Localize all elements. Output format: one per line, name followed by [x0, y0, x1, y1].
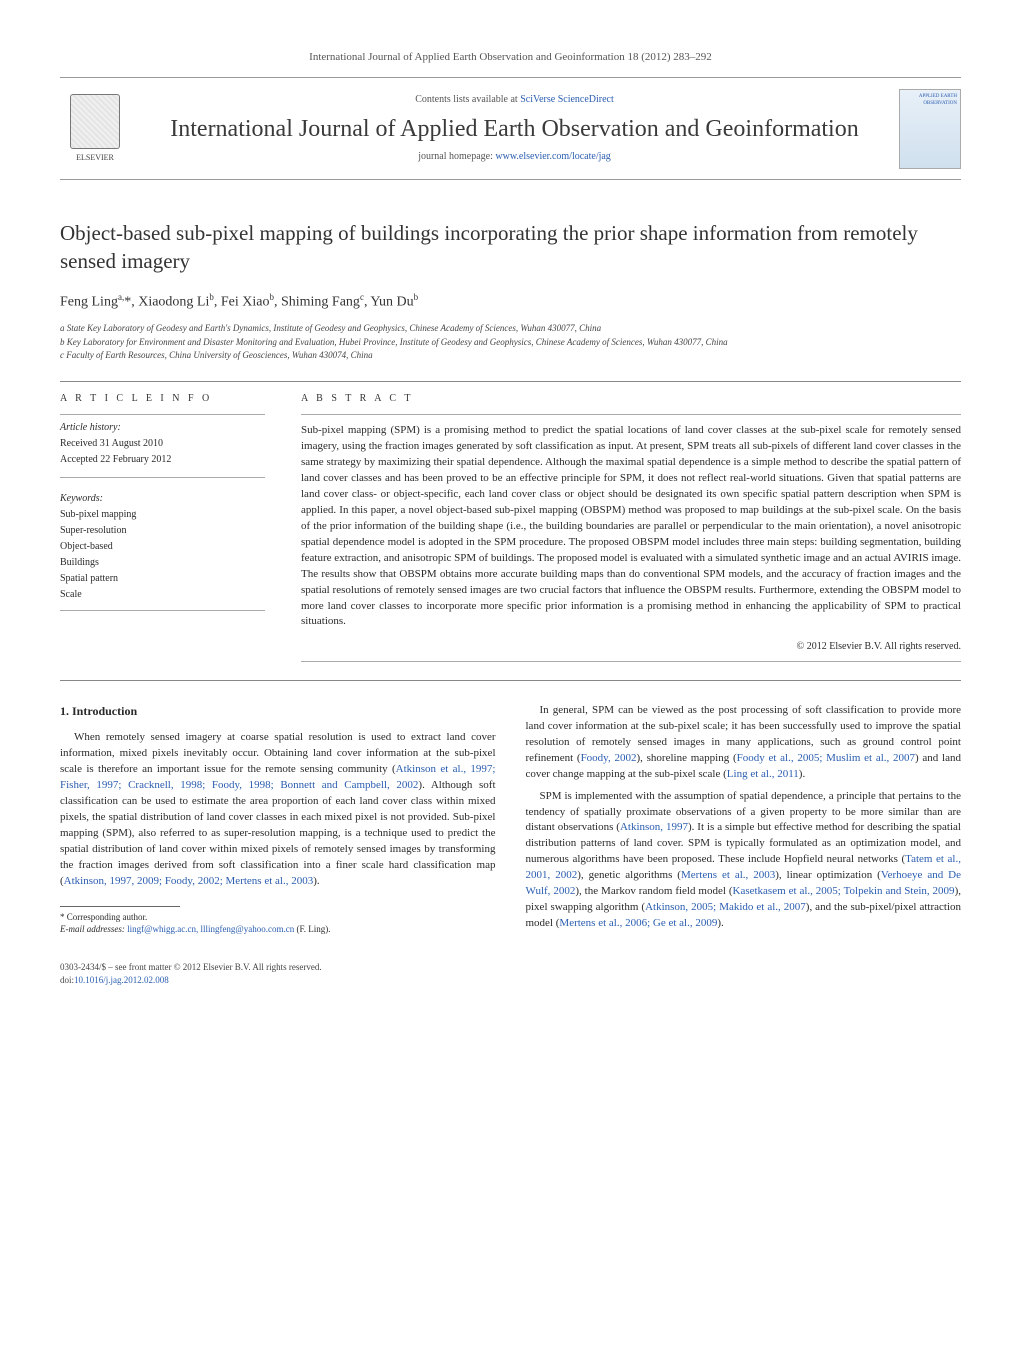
affiliation-c: c Faculty of Earth Resources, China Univ…: [60, 349, 961, 363]
article-info-block: a r t i c l e i n f o Article history: R…: [60, 392, 265, 662]
abstract-subrule-2: [301, 661, 961, 662]
journal-cover-thumbnail: APPLIED EARTH OBSERVATION: [899, 89, 961, 169]
affiliation-b: b Key Laboratory for Environment and Dis…: [60, 336, 961, 350]
abstract-heading: a b s t r a c t: [301, 392, 961, 407]
footnotes: * Corresponding author. E-mail addresses…: [60, 911, 496, 936]
journal-homepage-line: journal homepage: www.elsevier.com/locat…: [142, 150, 887, 164]
contents-prefix: Contents lists available at: [415, 94, 520, 105]
intro-para-1: When remotely sensed imagery at coarse s…: [60, 730, 496, 889]
doi-link[interactable]: 10.1016/j.jag.2012.02.008: [74, 975, 169, 985]
contents-available-line: Contents lists available at SciVerse Sci…: [142, 93, 887, 107]
keyword-6: Scale: [60, 588, 265, 602]
affiliation-a: a State Key Laboratory of Geodesy and Ea…: [60, 322, 961, 336]
article-title: Object-based sub-pixel mapping of buildi…: [60, 220, 961, 275]
masthead: ELSEVIER Contents lists available at Sci…: [60, 77, 961, 180]
p3-ref-7[interactable]: Mertens et al., 2006; Ge et al., 2009: [559, 917, 717, 929]
history-label: Article history:: [60, 421, 265, 435]
accepted-date: Accepted 22 February 2012: [60, 453, 265, 467]
p3-ref-5[interactable]: Kasetkasem et al., 2005; Tolpekin and St…: [733, 885, 955, 897]
sciencedirect-link[interactable]: SciVerse ScienceDirect: [520, 94, 614, 105]
article-info-heading: a r t i c l e i n f o: [60, 392, 265, 406]
info-subrule-2: [60, 477, 265, 478]
intro-para-2: In general, SPM can be viewed as the pos…: [526, 703, 962, 783]
p1-text-b: ). Although soft classification can be u…: [60, 779, 496, 887]
intro-para-3: SPM is implemented with the assumption o…: [526, 789, 962, 932]
journal-title: International Journal of Applied Earth O…: [142, 115, 887, 144]
p2-text-b: ), shoreline mapping (: [636, 752, 736, 764]
info-abstract-row: a r t i c l e i n f o Article history: R…: [60, 392, 961, 662]
p2-ref-2[interactable]: Foody et al., 2005; Muslim et al., 2007: [737, 752, 915, 764]
doi-label: doi:: [60, 975, 74, 985]
email-label: E-mail addresses:: [60, 924, 125, 934]
affiliations: a State Key Laboratory of Geodesy and Ea…: [60, 322, 961, 363]
p3-ref-3[interactable]: Mertens et al., 2003: [681, 869, 775, 881]
info-subrule-3: [60, 610, 265, 611]
section-1-heading: 1. Introduction: [60, 703, 496, 720]
elsevier-tree-icon: [70, 94, 120, 149]
p3-ref-6[interactable]: Atkinson, 2005; Makido et al., 2007: [645, 901, 806, 913]
keyword-1: Sub-pixel mapping: [60, 508, 265, 522]
body-columns: 1. Introduction When remotely sensed ima…: [60, 703, 961, 937]
keyword-5: Spatial pattern: [60, 572, 265, 586]
keyword-2: Super-resolution: [60, 524, 265, 538]
p3-ref-1[interactable]: Atkinson, 1997: [620, 821, 688, 833]
abstract-subrule: [301, 414, 961, 415]
masthead-center: Contents lists available at SciVerse Sci…: [142, 93, 887, 164]
journal-reference: International Journal of Applied Earth O…: [60, 50, 961, 65]
homepage-prefix: journal homepage:: [418, 151, 495, 162]
corresponding-author-label: * Corresponding author.: [60, 911, 496, 924]
p2-ref-3[interactable]: Ling et al., 2011: [727, 768, 799, 780]
email-attrib: (F. Ling).: [296, 924, 330, 934]
p2-ref-1[interactable]: Foody, 2002: [581, 752, 637, 764]
author-emails[interactable]: lingf@whigg.ac.cn, lllingfeng@yahoo.com.…: [127, 924, 294, 934]
keywords-label: Keywords:: [60, 492, 265, 506]
info-subrule: [60, 414, 265, 415]
footnote-separator: [60, 906, 180, 907]
authors-line: Feng Linga,*, Xiaodong Lib, Fei Xiaob, S…: [60, 291, 961, 312]
abstract-text: Sub-pixel mapping (SPM) is a promising m…: [301, 423, 961, 630]
received-date: Received 31 August 2010: [60, 437, 265, 451]
divider-top: [60, 381, 961, 382]
keyword-4: Buildings: [60, 556, 265, 570]
p1-ref-2[interactable]: Atkinson, 1997, 2009; Foody, 2002; Merte…: [64, 875, 314, 887]
doi-line: doi:10.1016/j.jag.2012.02.008: [60, 974, 961, 987]
p3-text-d: ), linear optimization (: [775, 869, 881, 881]
p3-text-c: ), genetic algorithms (: [577, 869, 681, 881]
keywords-block: Keywords: Sub-pixel mapping Super-resolu…: [60, 492, 265, 602]
p2-text-d: ).: [799, 768, 805, 780]
p1-text-c: ).: [313, 875, 319, 887]
issn-copyright-line: 0303-2434/$ – see front matter © 2012 El…: [60, 961, 961, 974]
abstract-copyright: © 2012 Elsevier B.V. All rights reserved…: [301, 640, 961, 655]
publisher-name: ELSEVIER: [76, 152, 114, 163]
publisher-logo: ELSEVIER: [60, 86, 130, 171]
p3-text-h: ).: [717, 917, 723, 929]
email-line: E-mail addresses: lingf@whigg.ac.cn, lll…: [60, 923, 496, 936]
divider-mid: [60, 680, 961, 681]
keyword-3: Object-based: [60, 540, 265, 554]
page-footer: 0303-2434/$ – see front matter © 2012 El…: [60, 961, 961, 986]
p3-text-e: ), the Markov random field model (: [575, 885, 732, 897]
abstract-block: a b s t r a c t Sub-pixel mapping (SPM) …: [301, 392, 961, 662]
journal-homepage-link[interactable]: www.elsevier.com/locate/jag: [495, 151, 610, 162]
